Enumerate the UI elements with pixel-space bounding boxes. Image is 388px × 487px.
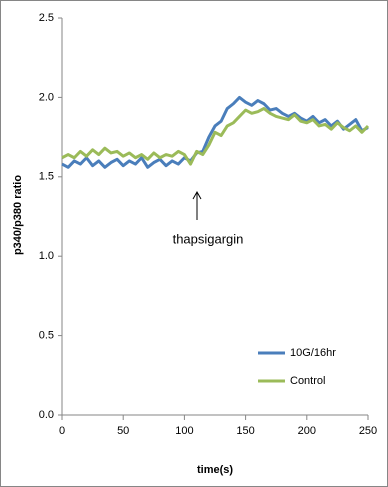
x-tick-label: 150 (236, 425, 254, 437)
y-tick-label: 2.0 (39, 91, 54, 103)
y-axis-title: p340/p380 ratio (12, 175, 24, 255)
x-tick-label: 200 (298, 425, 316, 437)
x-tick-label: 100 (175, 425, 193, 437)
legend-label: 10G/16hr (290, 347, 336, 359)
data-line (61, 95, 369, 169)
y-tick-label: 2.5 (39, 12, 54, 24)
y-tick-label: 1.5 (39, 171, 54, 183)
annotation-arrowhead (192, 190, 202, 200)
x-tick-label: 250 (359, 425, 377, 437)
x-axis-title: time(s) (197, 464, 233, 476)
y-tick-label: 1.0 (39, 250, 54, 262)
data-line (61, 107, 370, 166)
x-tick-label: 50 (117, 425, 129, 437)
x-tick-label: 0 (59, 425, 65, 437)
y-tick-label: 0.5 (39, 330, 54, 342)
legend-label: Control (290, 375, 325, 387)
annotation: thapsigargin (173, 231, 244, 246)
y-tick-label: 0.0 (39, 409, 54, 421)
